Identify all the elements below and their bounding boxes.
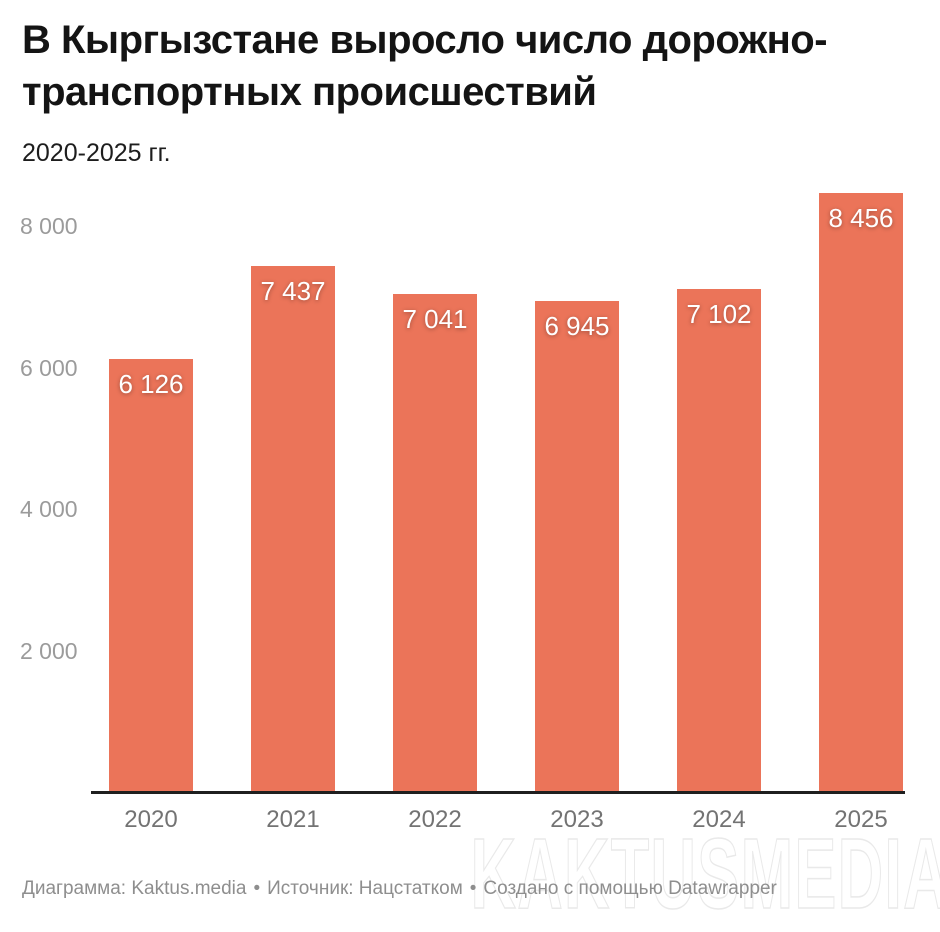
bar-slot: 7 102: [648, 193, 790, 793]
bar-slot: 8 456: [790, 193, 932, 793]
x-axis-tick-label: 2023: [550, 806, 604, 833]
y-axis-tick-label: 4 000: [20, 496, 78, 523]
x-axis-tick-label: 2022: [408, 806, 462, 833]
chart-subtitle: 2020-2025 гг.: [22, 139, 171, 167]
bar-value-label: 7 102: [686, 299, 752, 329]
bar-value-label: 8 456: [828, 203, 894, 233]
bar-value-label: 7 041: [402, 304, 468, 334]
bar-value-label: 6 126: [118, 369, 184, 399]
chart-title-line-1: В Кыргызстане выросло число дорожно-: [22, 18, 828, 62]
bar-slot: 6 945: [506, 193, 648, 793]
x-axis-tick-label: 2025: [834, 806, 888, 833]
x-axis-tick-label: 2024: [692, 806, 746, 833]
bar-2024: 7 102: [677, 289, 761, 793]
footer-source-credit: Источник: Нацстатком: [267, 878, 463, 899]
x-axis-tick-label: 2020: [124, 806, 178, 833]
y-axis-tick-label: 6 000: [20, 354, 78, 381]
footer-bullet-separator-2: •: [469, 878, 477, 899]
bar-2025: 8 456: [819, 193, 903, 793]
bar-2020: 6 126: [109, 359, 193, 793]
bar-2023: 6 945: [535, 301, 619, 793]
x-axis-tick-label: 2021: [266, 806, 320, 833]
chart-title-line-2: транспортных происшествий: [22, 70, 597, 114]
bar-2021: 7 437: [251, 266, 335, 793]
footer-bullet-separator: •: [253, 878, 261, 899]
chart-footer: Диаграмма: Kaktus.media • Источник: Нацс…: [22, 877, 777, 901]
bar-2022: 7 041: [393, 294, 477, 793]
bar-slot: 7 437: [222, 193, 364, 793]
footer-diagram-credit: Диаграмма: Kaktus.media: [22, 878, 247, 899]
x-axis-tick-labels: 2020 2021 2022 2023 2024 2025: [80, 806, 932, 834]
footer-created-with: Создано с помощью Datawrapper: [483, 878, 777, 899]
y-axis-tick-label: 2 000: [20, 638, 78, 665]
y-axis-tick-label: 8 000: [20, 212, 78, 239]
plot-area: 6 126 7 437 7 041 6 945 7 102 8 456: [80, 193, 932, 793]
kaktusmedia-watermark: KAKTUSMEDIA: [470, 817, 940, 931]
bar-slot: 6 126: [80, 193, 222, 793]
bar-value-label: 7 437: [260, 276, 326, 306]
chart-title: В Кыргызстане выросло число дорожно-тран…: [22, 14, 912, 118]
bar-value-label: 6 945: [544, 311, 610, 341]
x-axis-line: [91, 791, 905, 794]
bar-slot: 7 041: [364, 193, 506, 793]
